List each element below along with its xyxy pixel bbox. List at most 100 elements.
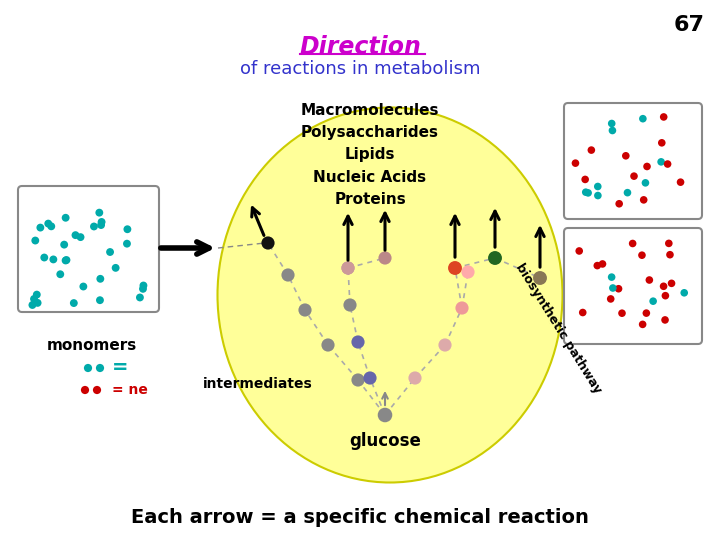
Point: [616, 309, 628, 318]
Point: [570, 159, 581, 167]
Text: glucose: glucose: [349, 432, 421, 450]
Point: [490, 254, 501, 262]
Point: [658, 113, 670, 122]
Point: [138, 285, 149, 293]
Point: [462, 268, 474, 276]
Point: [647, 297, 659, 306]
Point: [409, 374, 420, 382]
Point: [94, 274, 106, 283]
Point: [27, 301, 38, 309]
Point: [641, 309, 652, 318]
Point: [91, 386, 103, 394]
Point: [621, 188, 633, 197]
Point: [605, 295, 616, 303]
Point: [28, 295, 40, 303]
Point: [379, 254, 391, 262]
Point: [607, 126, 618, 135]
FancyBboxPatch shape: [18, 186, 159, 312]
Text: Direction: Direction: [299, 35, 421, 59]
Point: [55, 270, 66, 279]
Ellipse shape: [217, 107, 562, 483]
Point: [379, 411, 391, 420]
Point: [30, 236, 41, 245]
Point: [352, 338, 364, 346]
FancyBboxPatch shape: [564, 103, 702, 219]
Text: biosynthetic pathway: biosynthetic pathway: [513, 261, 603, 395]
Point: [592, 182, 603, 191]
Point: [534, 274, 546, 282]
Point: [31, 291, 42, 299]
Point: [678, 288, 690, 297]
Point: [580, 175, 591, 184]
Point: [639, 179, 651, 187]
Point: [582, 188, 594, 197]
Text: of reactions in metabolism: of reactions in metabolism: [240, 60, 480, 78]
Point: [282, 271, 294, 279]
Point: [138, 281, 149, 290]
Text: =: =: [112, 359, 128, 377]
Point: [644, 276, 655, 285]
Point: [60, 213, 71, 222]
Text: monomers: monomers: [47, 338, 137, 353]
Point: [607, 284, 618, 292]
Point: [342, 264, 354, 272]
Text: Macromolecules
Polysaccharides
Lipids
Nucleic Acids
Proteins: Macromolecules Polysaccharides Lipids Nu…: [301, 103, 439, 207]
Point: [35, 223, 46, 232]
Point: [94, 208, 105, 217]
Text: Each arrow = a specific chemical reaction: Each arrow = a specific chemical reactio…: [131, 508, 589, 527]
Point: [121, 239, 132, 248]
Point: [78, 282, 89, 291]
Point: [75, 233, 86, 241]
Point: [636, 251, 648, 260]
Point: [58, 240, 70, 249]
Point: [606, 273, 617, 281]
Point: [637, 320, 649, 329]
Point: [592, 261, 603, 270]
Point: [82, 363, 94, 372]
Point: [45, 222, 57, 231]
Point: [439, 341, 451, 349]
Point: [94, 296, 106, 305]
Point: [96, 218, 107, 226]
Point: [613, 285, 624, 293]
Point: [660, 315, 671, 324]
Point: [60, 255, 72, 264]
Point: [42, 219, 54, 228]
Point: [577, 308, 588, 317]
Point: [666, 279, 678, 288]
Point: [662, 160, 673, 168]
Point: [95, 221, 107, 230]
Point: [68, 299, 80, 307]
Point: [300, 306, 311, 314]
Point: [629, 172, 640, 180]
Point: [89, 222, 100, 231]
Point: [94, 363, 106, 372]
Point: [592, 191, 603, 200]
Point: [658, 282, 670, 291]
Text: intermediates: intermediates: [203, 377, 313, 391]
Point: [32, 299, 43, 307]
Point: [663, 239, 675, 248]
Point: [70, 231, 81, 239]
Point: [580, 188, 592, 197]
Text: 67: 67: [674, 15, 705, 35]
Point: [456, 303, 468, 312]
Point: [134, 293, 145, 302]
Point: [449, 264, 461, 272]
Point: [104, 248, 116, 256]
Point: [364, 374, 376, 382]
Point: [122, 225, 133, 234]
Point: [597, 260, 608, 268]
Point: [660, 292, 671, 300]
Point: [642, 162, 653, 171]
Point: [656, 138, 667, 147]
Point: [665, 251, 676, 259]
Point: [627, 239, 639, 248]
Point: [60, 256, 71, 265]
Point: [573, 247, 585, 255]
Point: [606, 119, 618, 128]
Point: [323, 341, 334, 349]
Point: [638, 195, 649, 204]
Point: [38, 253, 50, 262]
Text: = ne: = ne: [112, 383, 148, 397]
